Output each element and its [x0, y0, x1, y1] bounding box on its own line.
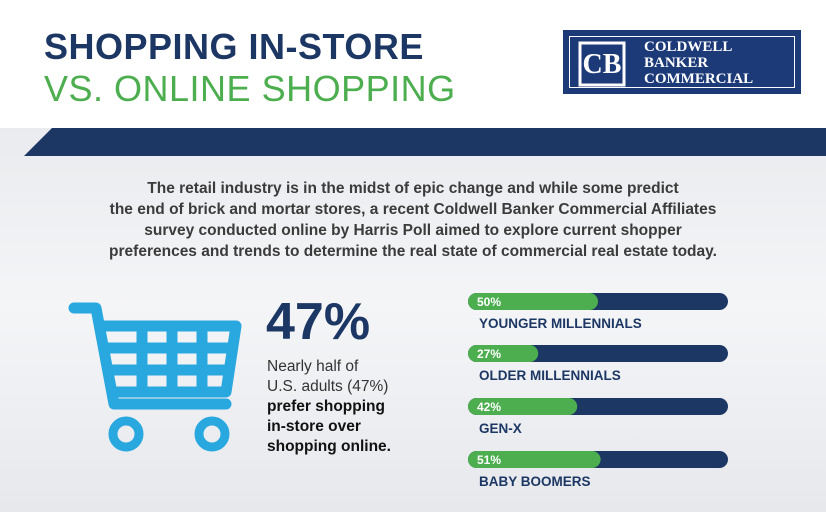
- bar-value-label: 51%: [477, 453, 501, 467]
- logo-text: COMMERCIAL: [644, 71, 754, 87]
- bar: [468, 345, 539, 362]
- bar-category: OLDER MILLENNIALS: [479, 368, 621, 383]
- stat-line: U.S. adults (47%): [267, 378, 389, 395]
- stat-text: Nearly half of U.S. adults (47%) prefer sh…: [267, 357, 391, 457]
- bar: [468, 398, 578, 415]
- intro-line: preferences and trends to determine the …: [109, 243, 717, 260]
- bar-category: YOUNGER MILLENNIALS: [479, 316, 642, 331]
- intro: The retail industry is in the midst of e…: [0, 178, 826, 262]
- logo-text: COLDWELL: [644, 39, 733, 55]
- bar: [468, 293, 598, 310]
- intro-line: The retail industry is in the midst of e…: [147, 180, 679, 197]
- cart-icon: [68, 302, 242, 452]
- header: SHOPPING IN-STORE VS. ONLINE SHOPPING CB…: [0, 0, 826, 128]
- intro-line: the end of brick and mortar stores, a re…: [109, 201, 717, 218]
- subtitle: VS. ONLINE SHOPPING: [44, 68, 456, 109]
- bar-value-label: 27%: [477, 347, 501, 361]
- stat-bold-line: in-store over: [267, 418, 361, 435]
- title: SHOPPING IN-STORE: [44, 26, 424, 67]
- logo: CB COLDWELL BANKER COMMERCIAL: [563, 30, 801, 94]
- bar-category: GEN-X: [479, 421, 522, 436]
- svg-text:CB: CB: [583, 49, 622, 80]
- band: [24, 128, 826, 156]
- bar-value-label: 50%: [477, 295, 501, 309]
- logo-mark: CB: [578, 41, 626, 87]
- bar-value-label: 42%: [477, 400, 501, 414]
- bar: [468, 451, 601, 468]
- stat-bold-line: prefer shopping: [267, 398, 385, 415]
- intro-line: survey conducted online by Harris Poll a…: [144, 222, 682, 239]
- bar-category: BABY BOOMERS: [479, 474, 591, 489]
- stat-bold-line: shopping online.: [267, 438, 391, 455]
- bar-list: 50% YOUNGER MILLENNIALS 27% OLDER MILLENNIA…: [468, 293, 728, 489]
- logo-text: BANKER: [644, 55, 709, 71]
- stat-figure: 47%: [266, 293, 371, 351]
- stat-line: Nearly half of: [267, 358, 359, 375]
